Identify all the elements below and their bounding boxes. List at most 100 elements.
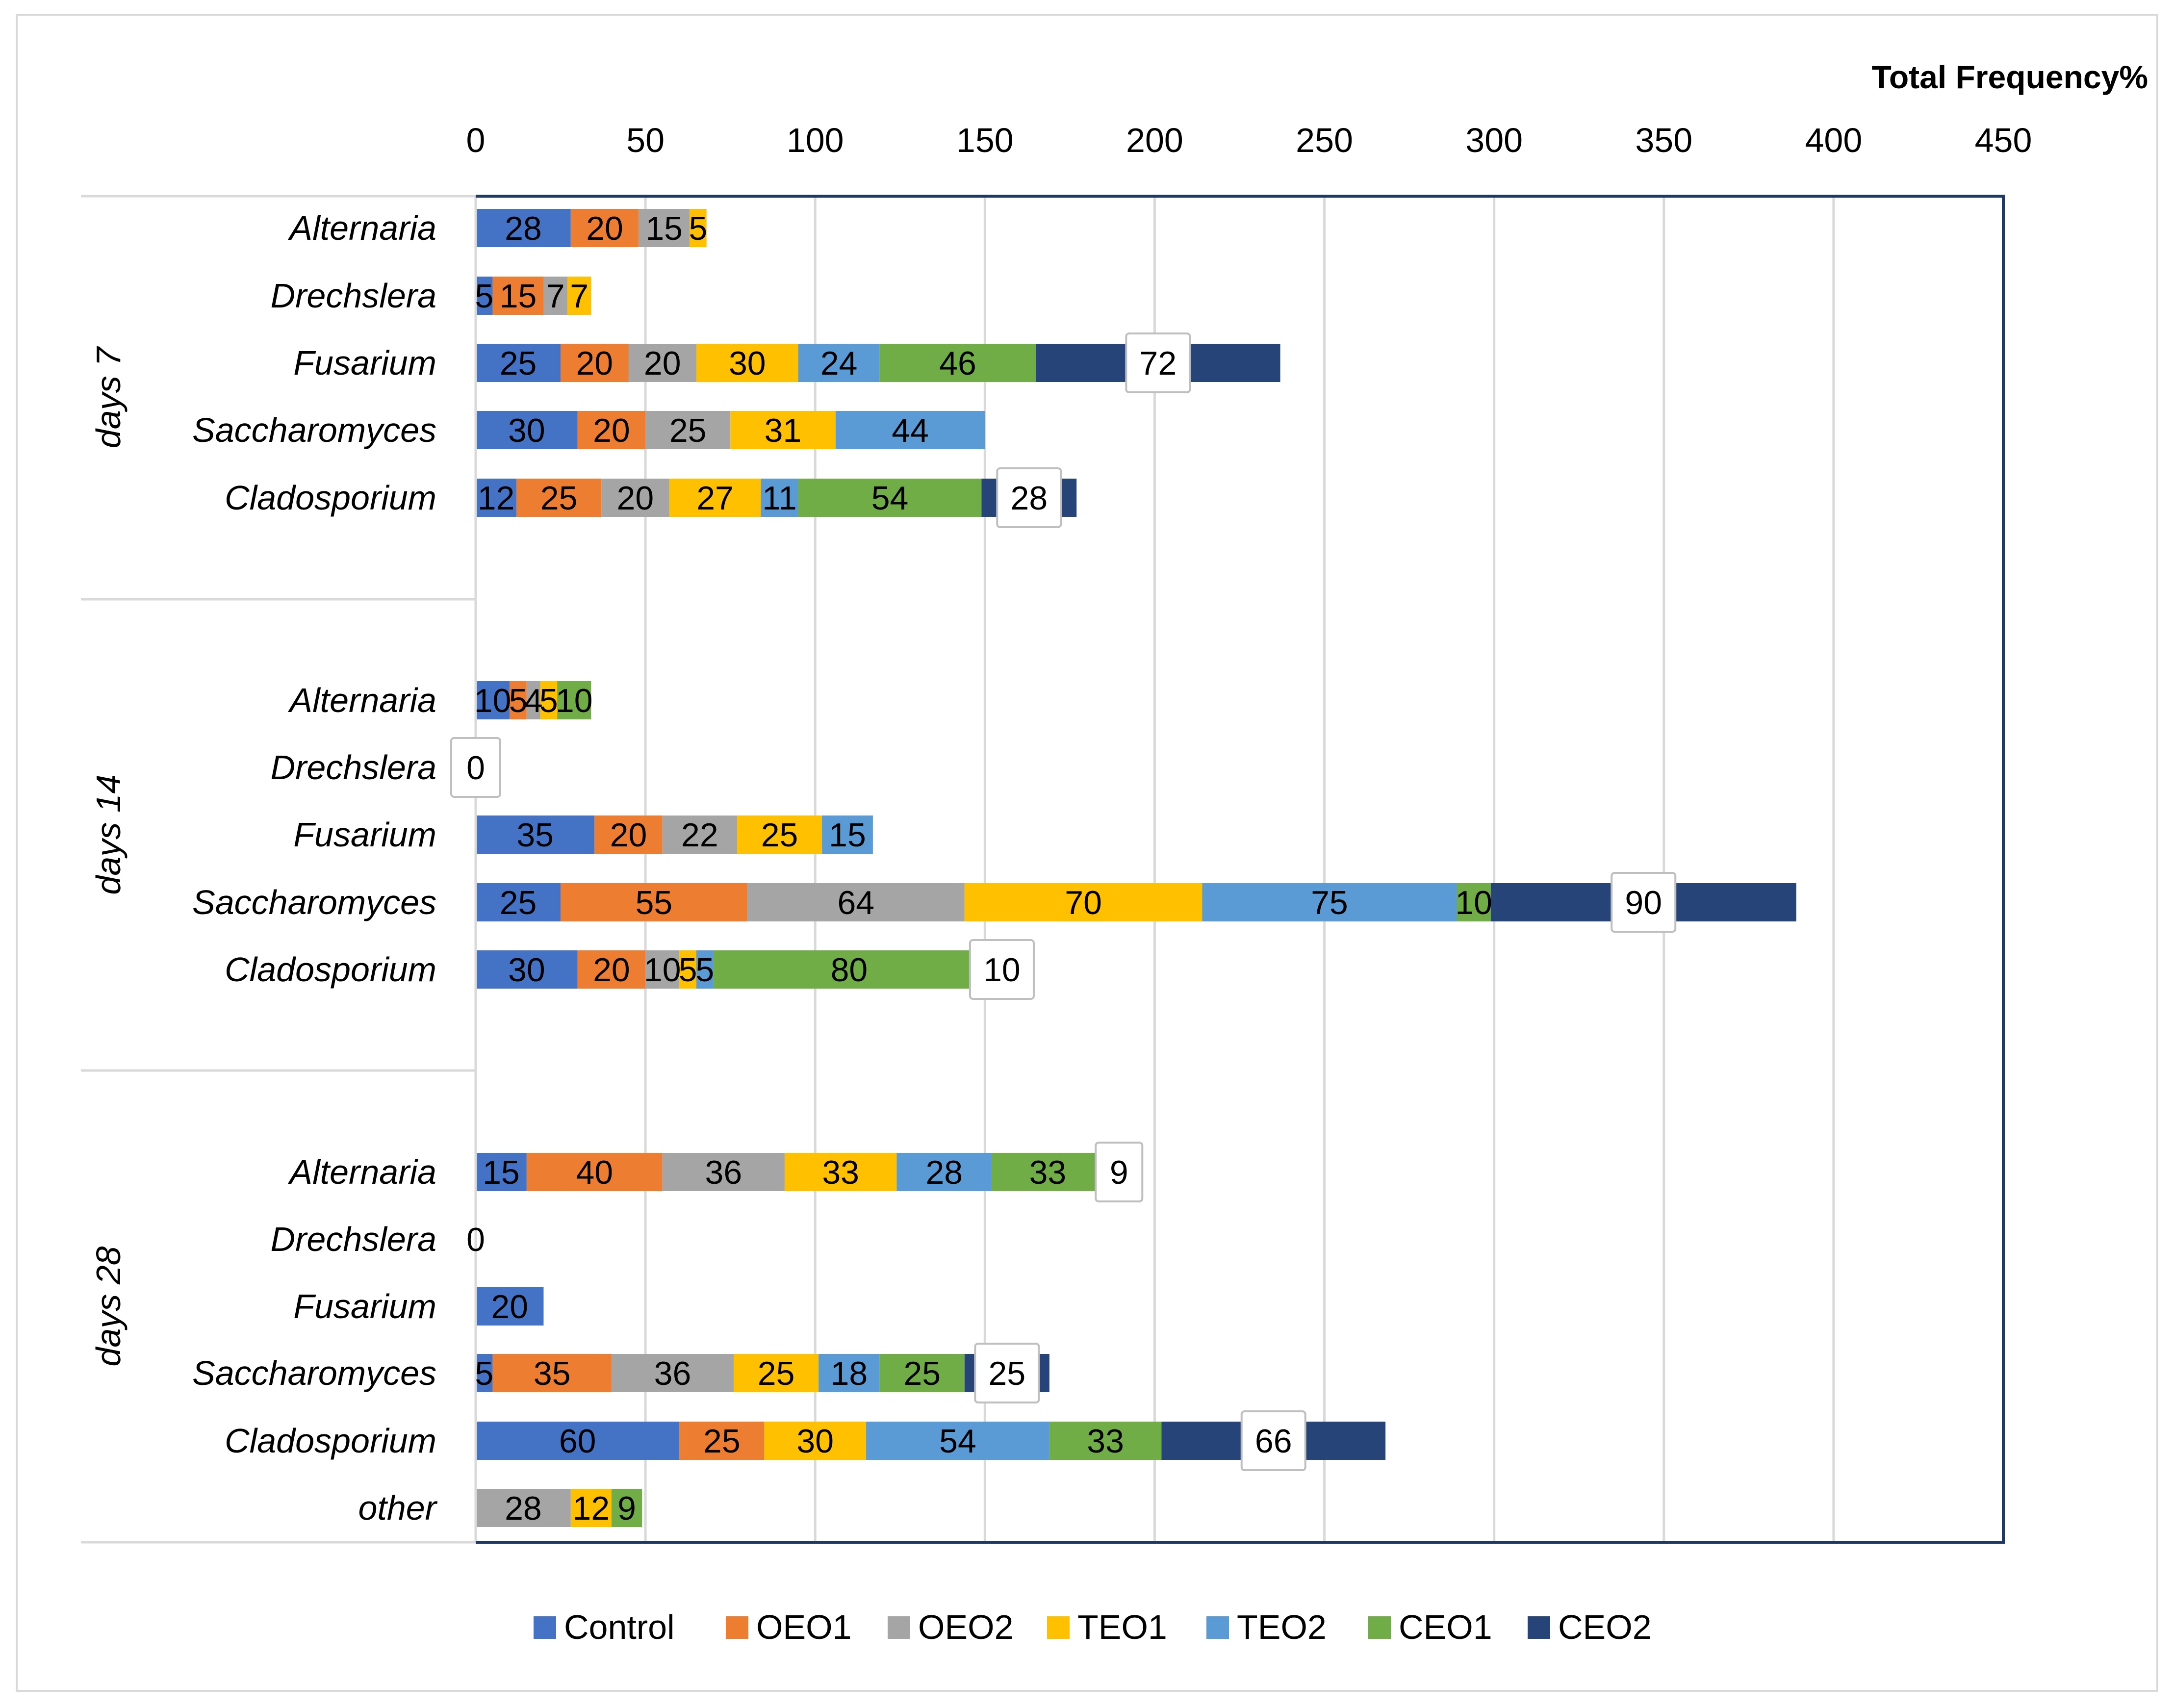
bar-segment <box>601 479 669 517</box>
legend-swatch <box>1206 1616 1229 1639</box>
data-label: 5 <box>689 210 707 247</box>
data-label: 64 <box>837 884 874 921</box>
data-label: 15 <box>483 1154 520 1191</box>
legend-label: CEO1 <box>1399 1608 1492 1646</box>
data-label: 20 <box>586 210 623 247</box>
data-label: 27 <box>696 480 734 517</box>
bar-segment <box>747 883 965 921</box>
legend-swatch <box>534 1616 556 1639</box>
bar-segment <box>662 816 738 854</box>
bar-segment <box>476 816 595 854</box>
data-label: 28 <box>1011 480 1048 517</box>
bar-segment <box>896 1153 992 1191</box>
data-label-box <box>1611 872 1677 933</box>
data-label: 80 <box>831 951 868 989</box>
x-tick-label: 0 <box>466 121 486 159</box>
bar-segment <box>866 1422 1049 1460</box>
data-label: 5 <box>509 682 528 719</box>
x-tick-label: 50 <box>626 121 665 159</box>
x-tick-label: 300 <box>1465 121 1523 159</box>
legend-label: Control <box>564 1608 675 1646</box>
bar-segment <box>798 344 880 382</box>
data-label-box <box>974 1343 1040 1403</box>
bar-segment <box>611 1354 734 1392</box>
data-label: 20 <box>617 480 654 517</box>
data-label: 25 <box>703 1423 741 1460</box>
bar-segment <box>577 950 646 989</box>
data-label: 54 <box>871 480 909 517</box>
x-tick-label: 200 <box>1126 121 1183 159</box>
legend-label: TEO2 <box>1237 1608 1327 1646</box>
bar-segment <box>476 479 517 517</box>
bar-segment <box>964 883 1202 921</box>
bar-segment <box>761 479 798 517</box>
bar-segment <box>835 411 985 449</box>
bar-segment <box>476 1422 680 1460</box>
bar-segment <box>516 479 602 517</box>
data-label: 28 <box>505 210 542 247</box>
bar-segment <box>879 344 1036 382</box>
bar-segment <box>784 1153 897 1191</box>
bar-segment <box>476 209 571 247</box>
data-label-box <box>1125 332 1191 393</box>
data-label: 20 <box>491 1288 528 1326</box>
data-label: 11 <box>762 480 797 517</box>
data-label: 25 <box>761 816 798 854</box>
legend-swatch <box>1368 1616 1391 1639</box>
data-label: 18 <box>831 1355 868 1392</box>
data-label: 10 <box>983 951 1021 989</box>
x-tick-label: 400 <box>1805 121 1862 159</box>
x-tick-label: 100 <box>787 121 844 159</box>
data-label: 90 <box>1625 884 1662 921</box>
data-label: 30 <box>796 1423 834 1460</box>
x-tick-label: 450 <box>1975 121 2032 159</box>
data-label: 35 <box>516 816 554 854</box>
legend-swatch <box>888 1616 910 1639</box>
bar-segment <box>594 816 663 854</box>
category-label: Cladosporium <box>225 479 436 517</box>
bar-segment <box>679 1422 765 1460</box>
data-label: 30 <box>508 412 545 449</box>
data-label: 33 <box>1029 1154 1067 1191</box>
x-axis-title: Total Frequency% <box>1871 59 2148 95</box>
bar-segment <box>476 1153 527 1191</box>
bar-segment <box>476 950 578 989</box>
category-label: Cladosporium <box>225 950 436 989</box>
data-label-box <box>1095 1142 1144 1202</box>
data-label: 20 <box>593 412 630 449</box>
data-label: 33 <box>822 1154 859 1191</box>
data-label: 36 <box>705 1154 742 1191</box>
bar-segment <box>645 411 731 449</box>
bar-segment <box>645 950 680 989</box>
data-label-box <box>996 467 1062 528</box>
data-label: 46 <box>939 345 976 382</box>
bar-segment <box>476 411 578 449</box>
legend-swatch <box>726 1616 748 1639</box>
data-label: 55 <box>636 884 673 921</box>
data-label: 44 <box>892 412 929 449</box>
category-label: Saccharomyces <box>192 411 436 449</box>
data-label: 20 <box>610 816 647 854</box>
group-label: days 28 <box>89 1246 128 1366</box>
data-label: 25 <box>500 884 537 921</box>
data-label: 25 <box>989 1355 1026 1392</box>
data-label: 10 <box>1455 884 1492 921</box>
data-label: 24 <box>820 345 858 382</box>
data-label: 28 <box>505 1490 542 1527</box>
data-label: 33 <box>1087 1423 1124 1460</box>
data-label: 25 <box>669 412 707 449</box>
category-label: Fusarium <box>293 816 436 854</box>
data-label: 4 <box>524 682 543 719</box>
data-label: 25 <box>758 1355 795 1392</box>
data-label: 10 <box>556 682 593 719</box>
x-tick-label: 150 <box>956 121 1014 159</box>
category-label: Fusarium <box>293 344 436 382</box>
category-label: Drechslera <box>271 748 436 787</box>
data-label: 22 <box>681 816 718 854</box>
bar-segment <box>561 344 629 382</box>
bar-segment <box>476 681 510 719</box>
bar-segment <box>1202 883 1457 921</box>
bar-segment <box>476 277 493 315</box>
